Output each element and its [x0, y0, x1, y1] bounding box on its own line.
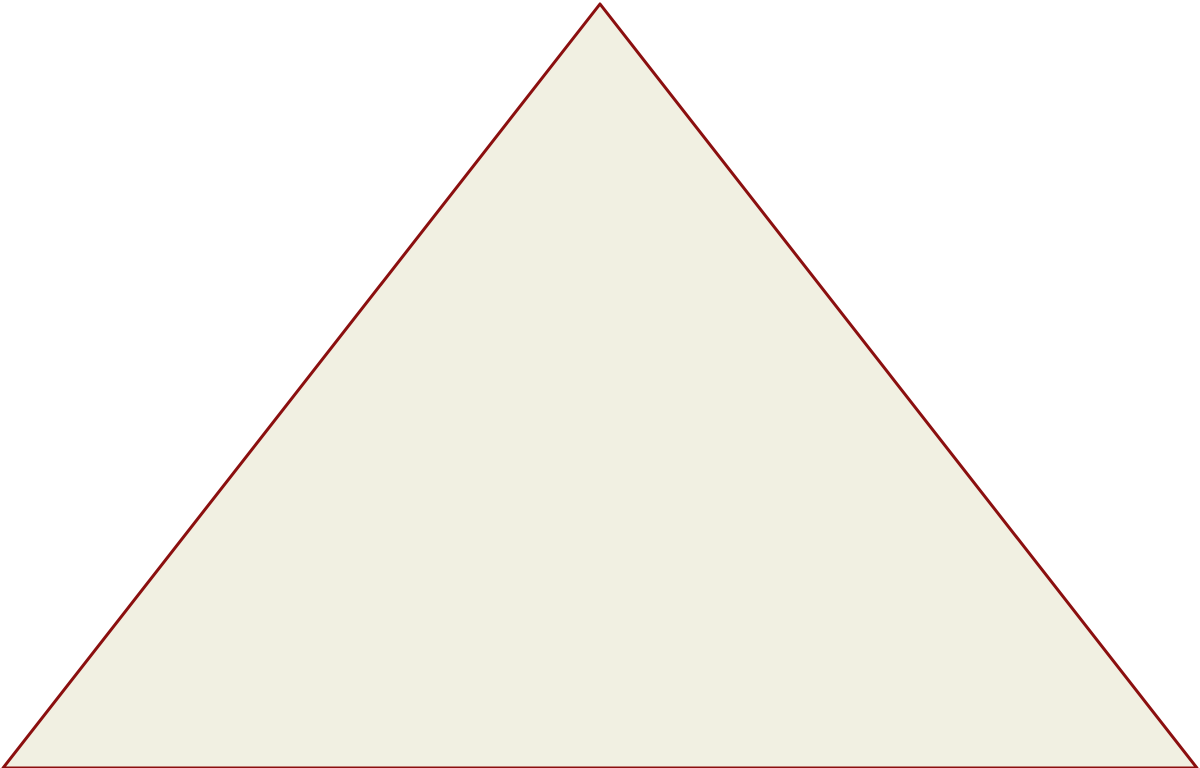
triangle-diagram-svg	[1, 2, 1199, 768]
diagram-canvas	[1, 2, 1199, 768]
triangle-shape	[1, 2, 1199, 768]
